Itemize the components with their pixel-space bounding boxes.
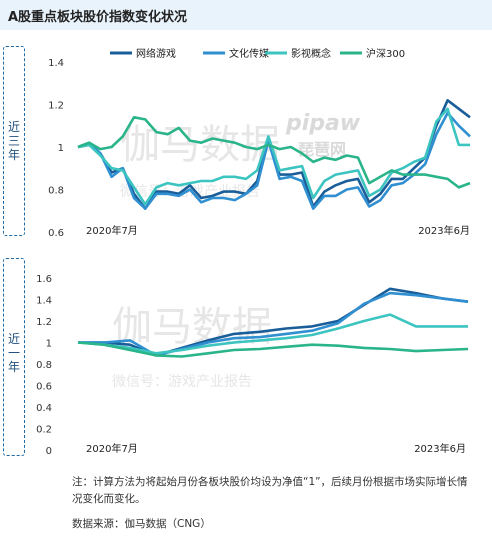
watermark-logo-sub: 琵琶网 [298, 140, 346, 159]
side-label-char: 三 [7, 134, 20, 148]
side-label-char: 近 [7, 332, 20, 346]
legend-label: 沪深300 [366, 47, 405, 60]
side-label-box-one-year [3, 258, 25, 456]
series-line-沪深300 [77, 116, 471, 189]
y-tick-label: 0.4 [36, 403, 52, 414]
y-tick-label: 1 [46, 339, 52, 350]
series-line-影视概念 [77, 313, 468, 355]
y-tick-label: 0 [46, 446, 52, 457]
y-tick-label: 1.2 [36, 317, 52, 328]
y-tick-label: 1 [58, 143, 64, 154]
y-tick-label: 1.6 [36, 274, 52, 285]
legend: 网络游戏 文化传媒 影视概念 沪深300 [110, 47, 405, 60]
series-line-影视概念 [77, 107, 470, 206]
series-line-沪深300 [77, 341, 469, 358]
legend-label: 文化传媒 [229, 47, 269, 60]
series-line-文化传媒 [77, 111, 471, 210]
page-title: A股重点板块股价指数变化状况 [8, 10, 188, 25]
x-end-label: 2023年6月 [414, 442, 466, 455]
title-bar: A股重点板块股价指数变化状况 [0, 0, 492, 30]
watermark-sub: 微信号：游戏产业报告 [112, 374, 252, 390]
y-tick-label: 0.2 [36, 425, 52, 436]
watermark-main: 伽马数据 [120, 122, 280, 168]
data-source: 数据来源：伽马数据（CNG） [72, 518, 211, 530]
watermark: 伽马数据 微信号：游戏产业报告 pipaw 琵琶网 [120, 111, 361, 200]
y-tick-label: 1.2 [48, 101, 64, 112]
legend-label: 影视概念 [291, 47, 331, 60]
x-start-label: 2020年7月 [86, 442, 138, 455]
y-tick-label: 1.4 [48, 58, 64, 69]
chart-three-year: 伽马数据 微信号：游戏产业报告 pipaw 琵琶网 0.60.811.21.4 … [48, 47, 471, 239]
y-tick-label: 1.4 [36, 296, 52, 307]
watermark-logo: pipaw [285, 111, 361, 136]
side-label-one-year: 近一年 [6, 332, 22, 374]
side-label-box-three-year [3, 46, 25, 236]
side-label-char: 近 [7, 120, 20, 134]
side-label-char: 年 [7, 360, 20, 374]
x-start-label: 2020年7月 [86, 224, 138, 237]
footnote: 注：计算方法为将起始月份各板块股价均设为净值“1”，后续月份根据市场实际增长情况… [72, 476, 468, 505]
y-tick-label: 0.8 [48, 186, 64, 197]
side-label-three-year: 近三年 [6, 120, 22, 162]
side-label-char: 年 [7, 148, 20, 162]
legend-label: 网络游戏 [136, 47, 176, 60]
y-tick-label: 0.6 [36, 382, 52, 393]
x-end-label: 2023年6月 [418, 224, 470, 237]
y-tick-label: 0.8 [36, 360, 52, 371]
chart-one-year: 伽马数据 微信号：游戏产业报告 00.20.40.60.811.21.41.6 … [36, 274, 469, 457]
side-label-char: 一 [7, 346, 20, 360]
y-tick-label: 0.6 [48, 228, 64, 239]
series-line-文化传媒 [78, 291, 469, 357]
